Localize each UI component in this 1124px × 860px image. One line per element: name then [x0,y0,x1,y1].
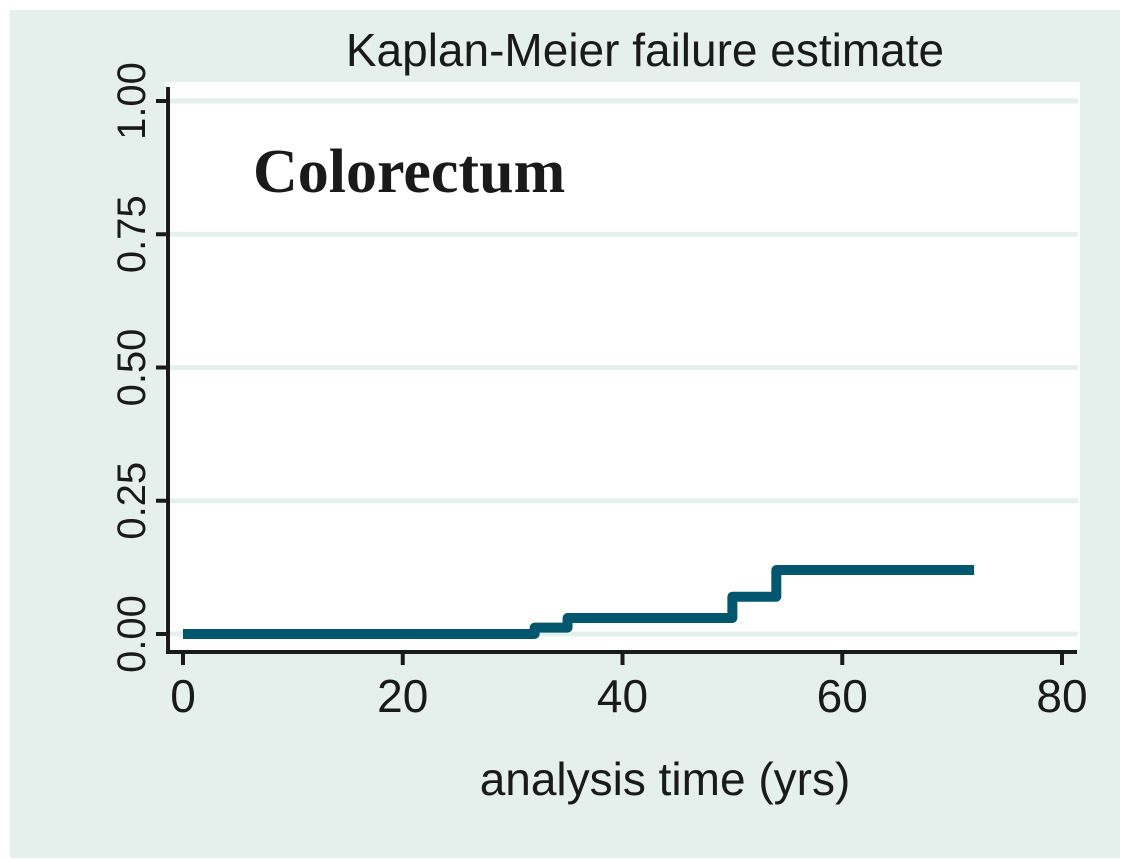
x-tick-label: 40 [597,670,648,722]
ticks: 0.00 0.25 0.50 0.75 1.00 0 20 40 60 80 [110,62,1088,722]
chart-title: Kaplan-Meier failure estimate [346,24,944,76]
y-tick-label: 0.25 [110,462,154,540]
y-tick-label: 0.00 [110,595,154,673]
y-tick-label: 1.00 [110,62,154,140]
chart-annotation: Colorectum [253,138,565,206]
x-tick-label: 60 [817,670,868,722]
x-tick-label: 20 [377,670,428,722]
x-tick-label: 0 [170,670,196,722]
x-tick-label: 80 [1036,670,1087,722]
km-step-line [183,565,975,639]
y-tick-label: 0.75 [110,195,154,273]
x-axis-label: analysis time (yrs) [480,753,851,805]
series-layer [183,565,975,639]
y-tick-label: 0.50 [110,329,154,407]
labels: Kaplan-Meier failure estimate Colorectum… [253,24,944,805]
